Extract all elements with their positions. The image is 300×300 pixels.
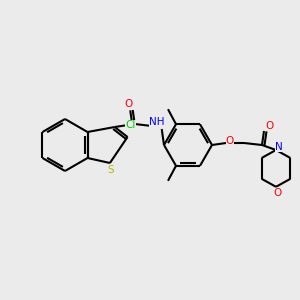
Text: O: O	[273, 188, 281, 198]
Text: O: O	[124, 99, 133, 109]
Text: O: O	[266, 121, 274, 131]
Text: Cl: Cl	[125, 120, 136, 130]
Text: S: S	[108, 165, 114, 175]
Text: NH: NH	[149, 117, 164, 127]
Text: O: O	[226, 136, 234, 146]
Text: N: N	[275, 142, 283, 152]
